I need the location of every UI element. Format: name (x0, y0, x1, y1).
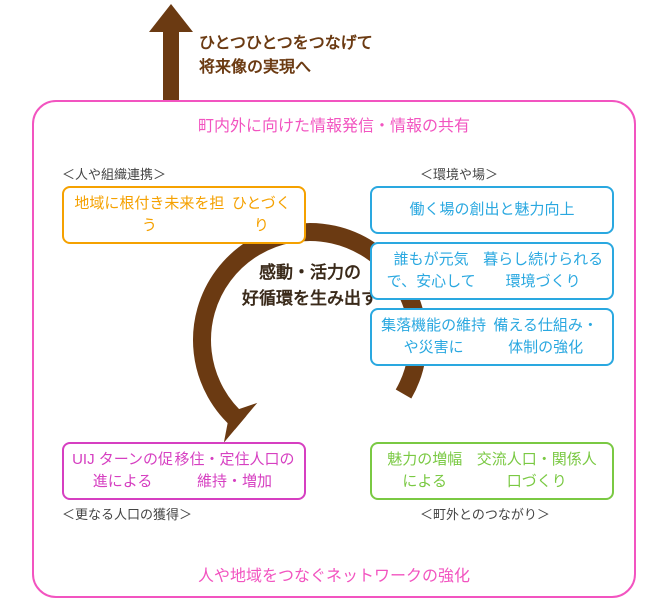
node-orange: 地域に根付き未来を担うひとづくり (62, 186, 306, 244)
frame-title-bottom: 人や地域をつなぐネットワークの強化 (34, 562, 634, 586)
top-arrow-shaft (163, 28, 179, 100)
cycle-label-line2: 好循環を生み出す (242, 289, 378, 308)
section-label-b: ＜環境や場＞ (420, 164, 498, 183)
top-caption-line1: ひとつひとつをつなげて (199, 35, 373, 52)
frame-title-top: 町内外に向けた情報発信・情報の共有 (34, 112, 634, 136)
node-blue-3-line2: 備える仕組み・体制の強化 (487, 315, 604, 360)
node-orange-line2: ひとづくり (227, 193, 296, 238)
section-label-c: ＜更なる人口の獲得＞ (62, 504, 192, 523)
node-blue-1-line1: 働く場の創出と魅力向上 (409, 199, 574, 222)
section-label-d: ＜町外とのつながり＞ (420, 504, 550, 523)
section-label-a: ＜人や組織連携＞ (62, 164, 166, 183)
node-blue-3-line1: 集落機能の維持や災害に (380, 315, 487, 360)
node-blue-1: 働く場の創出と魅力向上 (370, 186, 614, 234)
cycle-label-line1: 感動・活力の (259, 263, 361, 282)
top-caption: ひとつひとつをつなげて 将来像の実現へ (199, 32, 373, 80)
node-magenta-line1: UIJ ターンの促進による (72, 449, 173, 494)
node-magenta-line2: 移住・定住人口の維持・増加 (173, 449, 296, 494)
node-blue-2-line1: 誰もが元気で、安心して (380, 249, 482, 294)
node-orange-line1: 地域に根付き未来を担う (72, 193, 227, 238)
node-blue-2: 誰もが元気で、安心して暮らし続けられる環境づくり (370, 242, 614, 300)
node-green-line1: 魅力の増幅による (380, 449, 469, 494)
node-blue-3: 集落機能の維持や災害に備える仕組み・体制の強化 (370, 308, 614, 366)
node-magenta: UIJ ターンの促進による移住・定住人口の維持・増加 (62, 442, 306, 500)
top-caption-line2: 将来像の実現へ (199, 59, 311, 76)
node-green: 魅力の増幅による交流人口・関係人口づくり (370, 442, 614, 500)
node-blue-2-line2: 暮らし続けられる環境づくり (482, 249, 604, 294)
node-green-line2: 交流人口・関係人口づくり (469, 449, 604, 494)
